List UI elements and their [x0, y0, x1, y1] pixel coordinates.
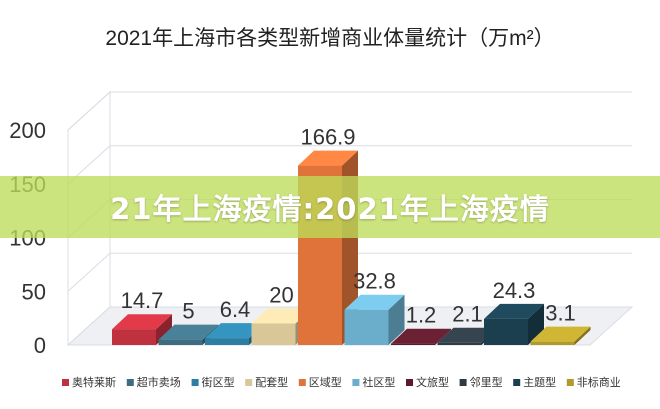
gridline [67, 252, 632, 292]
data-label: 5 [182, 299, 194, 324]
legend-swatch [406, 379, 413, 386]
bar-front [437, 342, 482, 345]
data-label: 1.2 [406, 303, 437, 328]
legend-label: 非标商业 [577, 375, 621, 389]
legend-label: 奥特莱斯 [72, 375, 116, 389]
gridline [67, 145, 632, 185]
bar-top [251, 308, 312, 324]
bar-front [530, 341, 575, 345]
chart-title: 2021年上海市各类型新增商业体量统计（万m²） [105, 27, 555, 50]
y-axis-ticks: 050100150200 [9, 118, 46, 358]
bar-top [298, 150, 358, 166]
legend-swatch [459, 379, 467, 386]
bar-side [435, 328, 451, 345]
bar-top [205, 323, 265, 339]
y-tick-label: 0 [34, 333, 46, 358]
data-label: 20 [269, 283, 293, 308]
legend-swatch [298, 379, 306, 386]
legend-label: 邻里型 [470, 375, 503, 389]
bar-front [205, 338, 249, 345]
y-tick-label: 200 [9, 118, 46, 143]
legend-swatch [126, 379, 134, 386]
bar-front [484, 318, 528, 345]
bar-top [530, 326, 591, 342]
data-label: 6.4 [220, 297, 251, 322]
data-label: 2.1 [452, 302, 483, 327]
legend-label: 主题型 [523, 375, 556, 389]
data-labels: 14.7 5 6.4 20 166.9 32.8 1.2 2.1 24.3 3.1 [121, 125, 576, 328]
bar [391, 328, 451, 345]
legend-swatch [62, 379, 69, 386]
legend-label: 区域型 [309, 375, 342, 389]
legend-swatch [513, 379, 521, 386]
watermark-banner: 21年上海疫情:2021年上海疫情 [0, 176, 660, 238]
legend: 奥特莱斯 超市卖场 街区型 配套型 区域型 社区型 文旅型 邻里型 主题型 非标商业 [62, 375, 621, 389]
banner-text: 21年上海疫情:2021年上海疫情 [110, 192, 550, 226]
bar-front [344, 309, 389, 345]
bar-top [158, 324, 219, 340]
legend-swatch [352, 379, 360, 386]
bar-side [528, 303, 544, 345]
bar [344, 294, 405, 345]
bar [112, 314, 172, 345]
bar-top [437, 327, 498, 343]
legend-swatch [245, 379, 253, 386]
bar-side [388, 294, 405, 345]
data-label: 14.7 [121, 288, 164, 313]
bar-top [344, 294, 405, 310]
gridline [67, 91, 632, 131]
bar-top [484, 303, 544, 319]
data-label: 24.3 [493, 278, 536, 303]
bar-front [391, 343, 435, 345]
bar-front [251, 323, 296, 345]
legend-label: 文旅型 [416, 375, 449, 389]
data-label: 166.9 [300, 125, 355, 150]
bar [484, 303, 544, 345]
legend-label: 超市卖场 [137, 375, 181, 389]
bar-front [112, 329, 156, 345]
bar-front [158, 339, 203, 345]
legend-swatch [191, 379, 199, 386]
legend-label: 配套型 [255, 375, 288, 389]
bar [530, 326, 591, 345]
legend-swatch [566, 379, 574, 386]
data-label: 32.8 [353, 269, 396, 294]
data-label: 3.1 [545, 301, 576, 326]
bar-top [391, 328, 451, 344]
bar-top [112, 314, 172, 330]
legend-label: 街区型 [202, 375, 235, 389]
bar-side [156, 314, 172, 345]
bar-side [574, 326, 591, 345]
y-tick-label: 50 [22, 279, 46, 304]
legend-label: 社区型 [362, 375, 395, 389]
